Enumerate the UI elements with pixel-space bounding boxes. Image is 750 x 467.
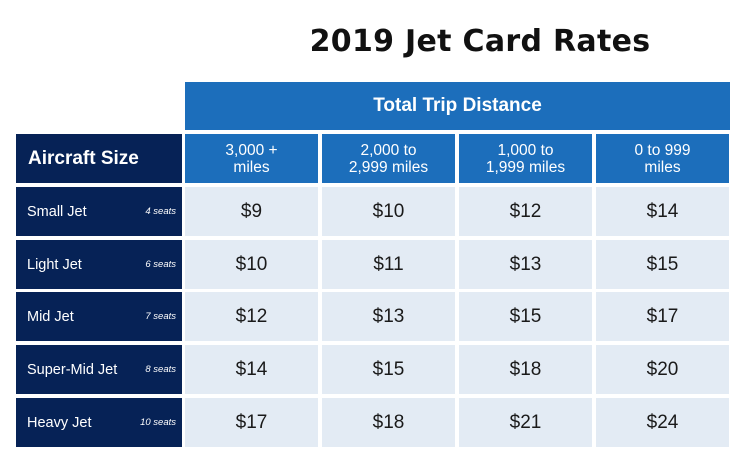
seat-count: 6 seats [145,259,176,270]
aircraft-name: Super-Mid Jet [27,361,118,378]
row-header-light-jet: Light Jet 6 seats [16,240,182,289]
rate-cell: $9 [185,187,318,236]
column-header: 2,000 to 2,999 miles [322,134,455,183]
column-header-line1: 3,000 + [225,141,278,159]
column-header-line1: 2,000 to [360,141,417,159]
rate-cell: $12 [185,292,318,341]
column-header-line1: 0 to 999 [634,141,691,159]
rate-cell: $15 [459,292,592,341]
column-header-line2: 1,999 miles [485,158,566,176]
rate-cell: $17 [596,292,729,341]
row-header-super-mid-jet: Super-Mid Jet 8 seats [16,345,182,394]
column-header-line1: 1,000 to [497,141,554,159]
page-title: 2019 Jet Card Rates [309,24,651,59]
rate-cell: $20 [596,345,729,394]
seat-count: 8 seats [145,364,176,375]
row-header-mid-jet: Mid Jet 7 seats [16,292,182,341]
row-header-heavy-jet: Heavy Jet 10 seats [16,398,182,447]
group-header-total-trip-distance: Total Trip Distance [185,82,730,130]
seat-count: 10 seats [140,417,176,428]
column-header: 0 to 999 miles [596,134,729,183]
column-header-line2: miles [233,158,270,176]
rate-cell: $10 [185,240,318,289]
aircraft-name: Heavy Jet [27,414,92,431]
column-header-line2: 2,999 miles [348,158,429,176]
column-header-line2: miles [644,158,681,176]
rate-cell: $12 [459,187,592,236]
aircraft-size-header: Aircraft Size [16,134,182,183]
seat-count: 7 seats [145,311,176,322]
rate-cell: $18 [322,398,455,447]
rate-cell: $10 [322,187,455,236]
column-header: 3,000 + miles [185,134,318,183]
rate-cell: $15 [322,345,455,394]
rate-cell: $13 [459,240,592,289]
seat-count: 4 seats [145,206,176,217]
rate-cell: $24 [596,398,729,447]
rate-cell: $17 [185,398,318,447]
aircraft-name: Small Jet [27,203,87,220]
rate-cell: $14 [185,345,318,394]
column-header: 1,000 to 1,999 miles [459,134,592,183]
rate-cell: $21 [459,398,592,447]
aircraft-name: Mid Jet [27,308,74,325]
rate-cell: $18 [459,345,592,394]
aircraft-name: Light Jet [27,256,82,273]
rate-cell: $14 [596,187,729,236]
rate-cell: $15 [596,240,729,289]
row-header-small-jet: Small Jet 4 seats [16,187,182,236]
rate-cell: $13 [322,292,455,341]
rate-cell: $11 [322,240,455,289]
